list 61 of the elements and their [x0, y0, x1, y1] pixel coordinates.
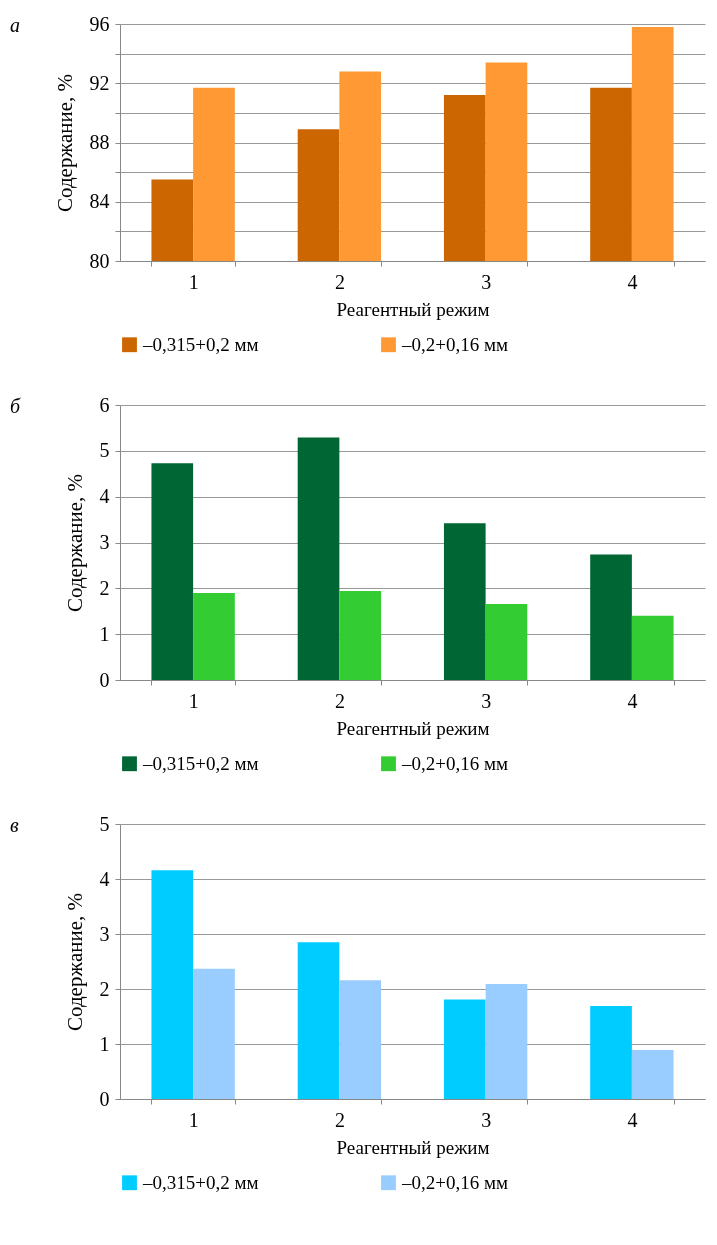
- y-tick-label: 2: [99, 977, 110, 1000]
- bar: [485, 603, 528, 680]
- y-axis-title: Содержание, %: [62, 473, 87, 613]
- x-tick-label: 3: [481, 270, 492, 293]
- y-axis-title: Содержание, %: [52, 73, 77, 213]
- x-axis-title: Реагентный режим: [336, 717, 490, 739]
- x-tick-label: 4: [627, 270, 638, 293]
- bar: [443, 999, 486, 1099]
- y-tick-label: 1: [99, 1032, 110, 1055]
- x-tick-label: 2: [334, 1108, 345, 1131]
- bar: [339, 980, 382, 1099]
- y-tick-label: 0: [99, 1087, 110, 1110]
- chart-title: а: [10, 14, 20, 36]
- x-tick-label: 3: [481, 1108, 492, 1131]
- y-tick-label: 92: [89, 71, 110, 94]
- y-tick-label: 4: [99, 485, 110, 508]
- y-tick-label: 2: [99, 576, 110, 599]
- x-tick-label: 2: [334, 270, 345, 293]
- bar: [443, 523, 486, 680]
- y-tick-label: 6: [99, 393, 110, 416]
- bar: [193, 968, 235, 1099]
- x-tick-label: 1: [188, 1108, 199, 1131]
- legend-label: –0,315+0,2 мм: [142, 333, 259, 355]
- y-tick-label: 80: [89, 249, 110, 272]
- x-axis-title: Реагентный режим: [336, 298, 490, 320]
- bar: [297, 437, 340, 680]
- y-tick-label: 5: [99, 439, 110, 462]
- chart-title: б: [10, 395, 21, 417]
- y-tick-label: 3: [99, 531, 110, 553]
- x-tick-label: 1: [188, 689, 199, 712]
- x-tick-label: 3: [481, 689, 492, 712]
- bar: [339, 591, 382, 680]
- chart-title: в: [10, 814, 19, 836]
- bar: [631, 1050, 674, 1099]
- bar: [485, 984, 528, 1099]
- y-tick-label: 96: [89, 12, 110, 35]
- bar: [297, 942, 340, 1099]
- y-tick-label: 5: [99, 812, 110, 835]
- x-tick-label: 1: [188, 270, 199, 293]
- legend-label: –0,2+0,16 мм: [401, 1171, 509, 1193]
- y-tick-label: 3: [99, 922, 110, 945]
- legend-label: –0,2+0,16 мм: [401, 333, 509, 355]
- y-tick-label: 1: [99, 622, 110, 645]
- x-tick-label: 4: [627, 689, 638, 712]
- x-axis-title: Реагентный режим: [336, 1136, 490, 1158]
- legend-label: –0,2+0,16 мм: [401, 752, 509, 774]
- y-tick-label: 84: [89, 190, 110, 213]
- y-tick-label: 88: [89, 131, 110, 153]
- bar: [590, 554, 632, 680]
- x-tick-label: 2: [334, 689, 345, 712]
- y-tick-label: 0: [99, 668, 110, 691]
- bar: [151, 870, 194, 1099]
- bar: [590, 1006, 632, 1099]
- bar: [193, 592, 235, 680]
- x-tick-label: 4: [627, 1108, 638, 1131]
- y-axis-title: Содержание, %: [62, 892, 87, 1032]
- y-tick-label: 4: [99, 867, 110, 890]
- bar: [151, 463, 194, 680]
- legend-label: –0,315+0,2 мм: [142, 752, 259, 774]
- bar: [631, 615, 674, 680]
- legend-label: –0,315+0,2 мм: [142, 1171, 259, 1193]
